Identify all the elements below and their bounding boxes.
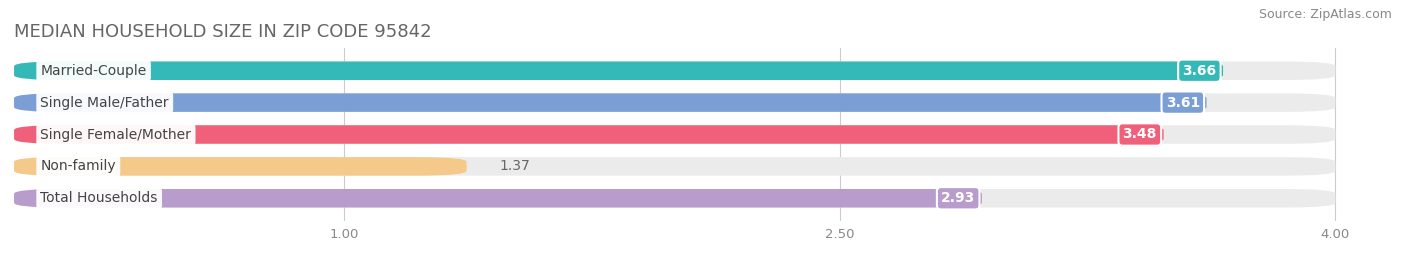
FancyBboxPatch shape xyxy=(14,157,1336,176)
Text: Source: ZipAtlas.com: Source: ZipAtlas.com xyxy=(1258,8,1392,21)
FancyBboxPatch shape xyxy=(14,189,981,207)
Text: Married-Couple: Married-Couple xyxy=(41,64,146,78)
Text: Total Households: Total Households xyxy=(41,191,157,205)
FancyBboxPatch shape xyxy=(14,189,1336,207)
Text: 2.93: 2.93 xyxy=(941,191,976,205)
Text: 3.66: 3.66 xyxy=(1182,64,1216,78)
Text: 3.61: 3.61 xyxy=(1166,95,1199,110)
FancyBboxPatch shape xyxy=(14,62,1223,80)
Text: MEDIAN HOUSEHOLD SIZE IN ZIP CODE 95842: MEDIAN HOUSEHOLD SIZE IN ZIP CODE 95842 xyxy=(14,23,432,41)
FancyBboxPatch shape xyxy=(14,125,1164,144)
Text: Single Male/Father: Single Male/Father xyxy=(41,95,169,110)
FancyBboxPatch shape xyxy=(14,93,1206,112)
Text: 3.48: 3.48 xyxy=(1122,128,1157,141)
Text: 1.37: 1.37 xyxy=(499,159,530,174)
Text: Non-family: Non-family xyxy=(41,159,117,174)
FancyBboxPatch shape xyxy=(14,62,1336,80)
FancyBboxPatch shape xyxy=(14,93,1336,112)
FancyBboxPatch shape xyxy=(14,125,1336,144)
FancyBboxPatch shape xyxy=(14,157,467,176)
Text: Single Female/Mother: Single Female/Mother xyxy=(41,128,191,141)
